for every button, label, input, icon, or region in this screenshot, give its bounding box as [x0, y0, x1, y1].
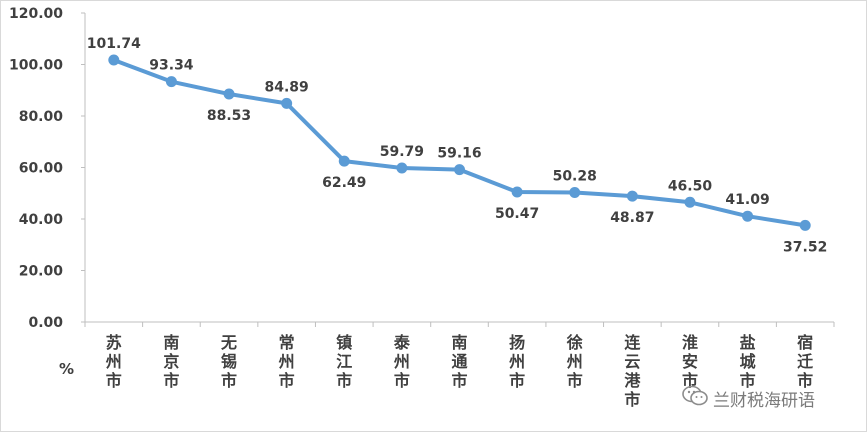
x-category-label: 淮安市 — [682, 333, 698, 390]
x-category-label: 扬州市 — [508, 333, 525, 390]
data-label: 46.50 — [668, 178, 713, 194]
data-label: 101.74 — [87, 36, 141, 52]
data-point — [684, 196, 696, 208]
x-category-label: 连云港市 — [624, 333, 641, 409]
data-point — [742, 210, 754, 222]
data-point — [165, 76, 177, 88]
data-label: 62.49 — [322, 175, 366, 191]
data-labels: 101.74 93.34 88.53 84.89 62.49 59.79 59.16 50.4… — [87, 36, 828, 255]
x-category-label: 镇江市 — [336, 333, 352, 390]
y-tick-label: 120.00 — [9, 6, 63, 22]
y-tick-label: 0.00 — [28, 315, 63, 331]
x-category-label: 常州市 — [278, 333, 295, 390]
wechat-icon — [682, 385, 708, 406]
y-tick-label: 100.00 — [9, 58, 63, 74]
data-point — [281, 97, 293, 109]
data-label: 93.34 — [149, 58, 194, 74]
data-point — [569, 187, 581, 199]
unit-label: % — [59, 360, 74, 378]
data-point — [454, 164, 465, 176]
x-category-label: 无锡市 — [220, 333, 237, 390]
x-category-label: 南京市 — [163, 333, 179, 390]
y-tick-label: 80.00 — [19, 109, 64, 125]
data-label: 50.28 — [553, 169, 597, 185]
x-category-label: 泰州市 — [393, 333, 411, 390]
data-point — [511, 186, 523, 198]
data-label: 84.89 — [265, 79, 309, 95]
data-label: 41.09 — [725, 192, 769, 208]
data-points — [108, 54, 811, 231]
x-category-label: 盐城市 — [740, 333, 756, 390]
x-category-label: 南通市 — [451, 333, 467, 390]
x-category-label: 宿迁市 — [797, 333, 813, 390]
data-point — [396, 162, 408, 174]
data-label: 59.16 — [437, 146, 481, 162]
data-label: 88.53 — [207, 108, 251, 124]
x-category-label: 徐州市 — [566, 333, 583, 390]
series-polyline — [113, 58, 806, 228]
axes — [81, 12, 835, 327]
y-tick-label: 60.00 — [19, 161, 64, 177]
data-point — [626, 190, 638, 202]
y-tick-label: 40.00 — [19, 212, 64, 228]
data-point — [108, 54, 120, 66]
data-label: 59.79 — [380, 144, 424, 160]
series-line — [113, 58, 806, 228]
x-category-labels: 苏州市 南京市 无锡市 常州市 镇江市 泰州市 南通市 扬州市 徐州市 连云港市 淮安市 盐城市 宿迁市 — [105, 333, 813, 409]
data-point — [223, 88, 235, 100]
x-category-label: 苏州市 — [105, 333, 122, 390]
y-tick-label: 20.00 — [19, 264, 64, 280]
data-label: 48.87 — [610, 210, 654, 226]
data-label: 37.52 — [783, 239, 827, 255]
data-point — [338, 155, 350, 167]
watermark-text: 兰财税海研语 — [713, 391, 815, 411]
data-label: 50.47 — [495, 206, 539, 222]
y-tick-labels: 0.00 20.00 40.00 60.00 80.00 100.00 120.00 — [9, 6, 63, 331]
data-point — [799, 219, 811, 231]
